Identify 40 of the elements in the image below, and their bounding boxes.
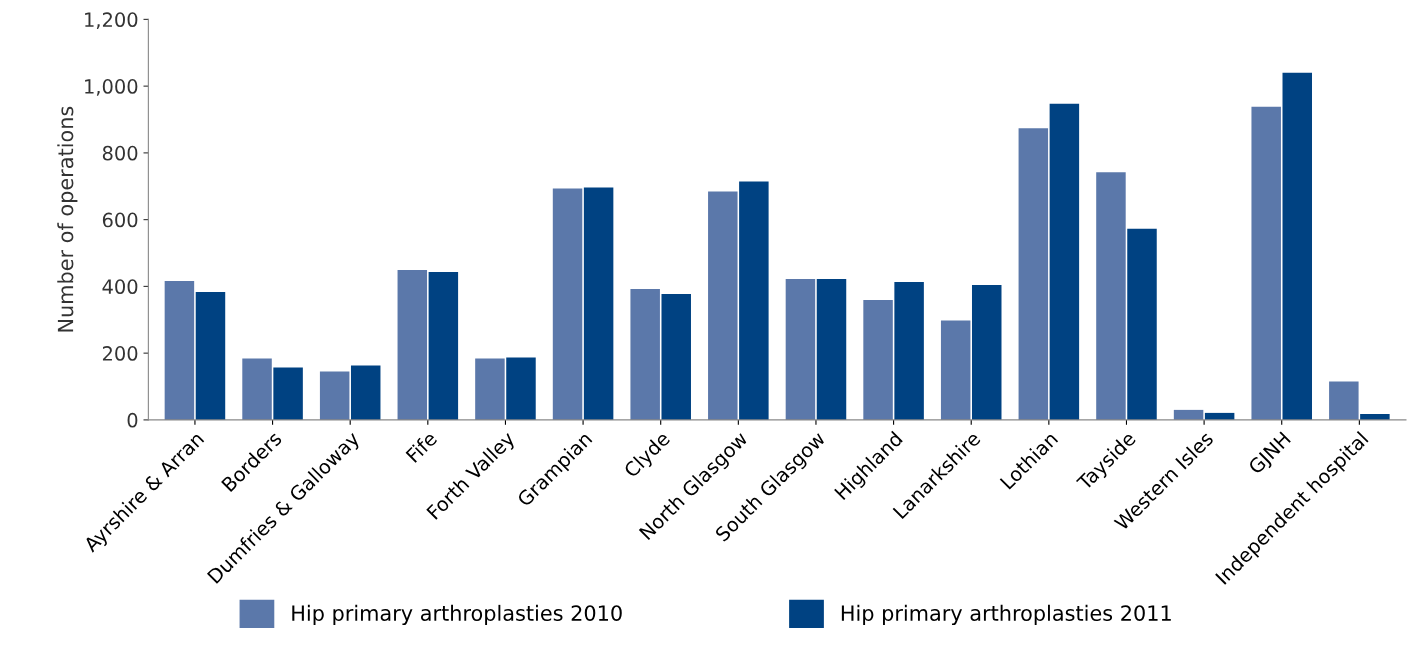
bar xyxy=(273,367,303,420)
bar xyxy=(1049,103,1080,420)
bar xyxy=(630,289,660,420)
bar xyxy=(1018,128,1049,420)
bar xyxy=(1251,106,1281,420)
bar xyxy=(583,187,614,420)
bar xyxy=(739,181,769,420)
bar xyxy=(475,358,505,420)
y-tick-label: 0 xyxy=(127,412,138,428)
bar xyxy=(1127,228,1157,420)
y-tick-label: 600 xyxy=(102,212,138,228)
bar xyxy=(894,282,924,420)
bar xyxy=(350,365,381,420)
bar xyxy=(428,272,459,420)
bar xyxy=(816,279,847,420)
legend-label: Hip primary arthroplasties 2011 xyxy=(841,604,1171,626)
y-tick-label: 800 xyxy=(102,145,138,161)
x-tick-label: Fife xyxy=(405,430,438,463)
bar xyxy=(195,292,226,420)
legend-label: Hip primary arthroplasties 2010 xyxy=(292,604,622,626)
bar xyxy=(242,358,272,420)
bar xyxy=(708,191,738,420)
bar xyxy=(1329,381,1359,420)
bar xyxy=(397,270,428,420)
bar xyxy=(1096,172,1126,420)
y-tick-label: 200 xyxy=(102,346,138,361)
bar xyxy=(1282,72,1313,420)
bar xyxy=(972,285,1002,420)
bar xyxy=(319,371,350,420)
bar xyxy=(863,300,893,420)
bar xyxy=(552,188,583,420)
y-tick-label: 1,200 xyxy=(85,12,138,30)
bar xyxy=(661,294,691,420)
bar xyxy=(506,357,536,420)
bar xyxy=(164,281,195,420)
bar xyxy=(785,279,816,420)
y-tick-label: 1,000 xyxy=(85,79,138,96)
bar xyxy=(940,320,971,420)
y-tick-label: 400 xyxy=(102,279,138,295)
y-axis-title: Number of operations xyxy=(57,106,78,332)
